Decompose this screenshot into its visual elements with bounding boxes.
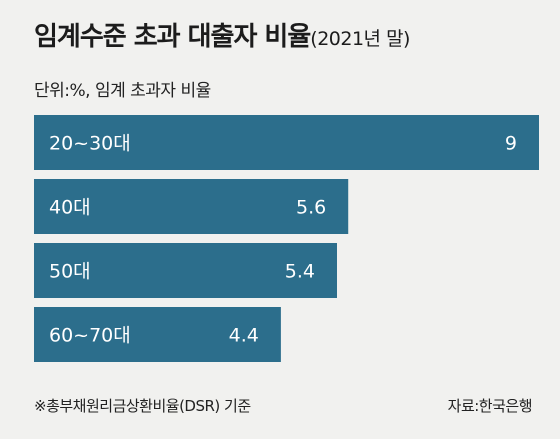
bar-3	[34, 243, 337, 298]
unit-note: 단위:%, 임계 초과자 비율	[34, 81, 211, 101]
bar-1	[34, 115, 539, 170]
bar-2	[34, 179, 349, 234]
bar-1-value-label: 9	[505, 133, 517, 155]
bar-4-category-label: 60~70대	[49, 325, 131, 347]
chart-title: 임계수준 초과 대출자 비율(2021년 말)	[34, 16, 410, 53]
bar-2-value-label: 5.6	[296, 197, 326, 219]
bar-3-category-label: 50대	[49, 261, 91, 283]
title-period: (2021년 말)	[310, 28, 410, 50]
footnote: ※총부채원리금상환비율(DSR) 기준	[34, 397, 251, 415]
source-note: 자료:한국은행	[447, 397, 533, 415]
bar-4-value-label: 4.4	[229, 325, 259, 347]
bar-4	[34, 307, 281, 362]
bar-3-value-label: 5.4	[285, 261, 315, 283]
title-main: 임계수준 초과 대출자 비율	[34, 22, 311, 52]
bar-2-category-label: 40대	[49, 197, 91, 219]
bar-1-category-label: 20~30대	[49, 133, 131, 155]
